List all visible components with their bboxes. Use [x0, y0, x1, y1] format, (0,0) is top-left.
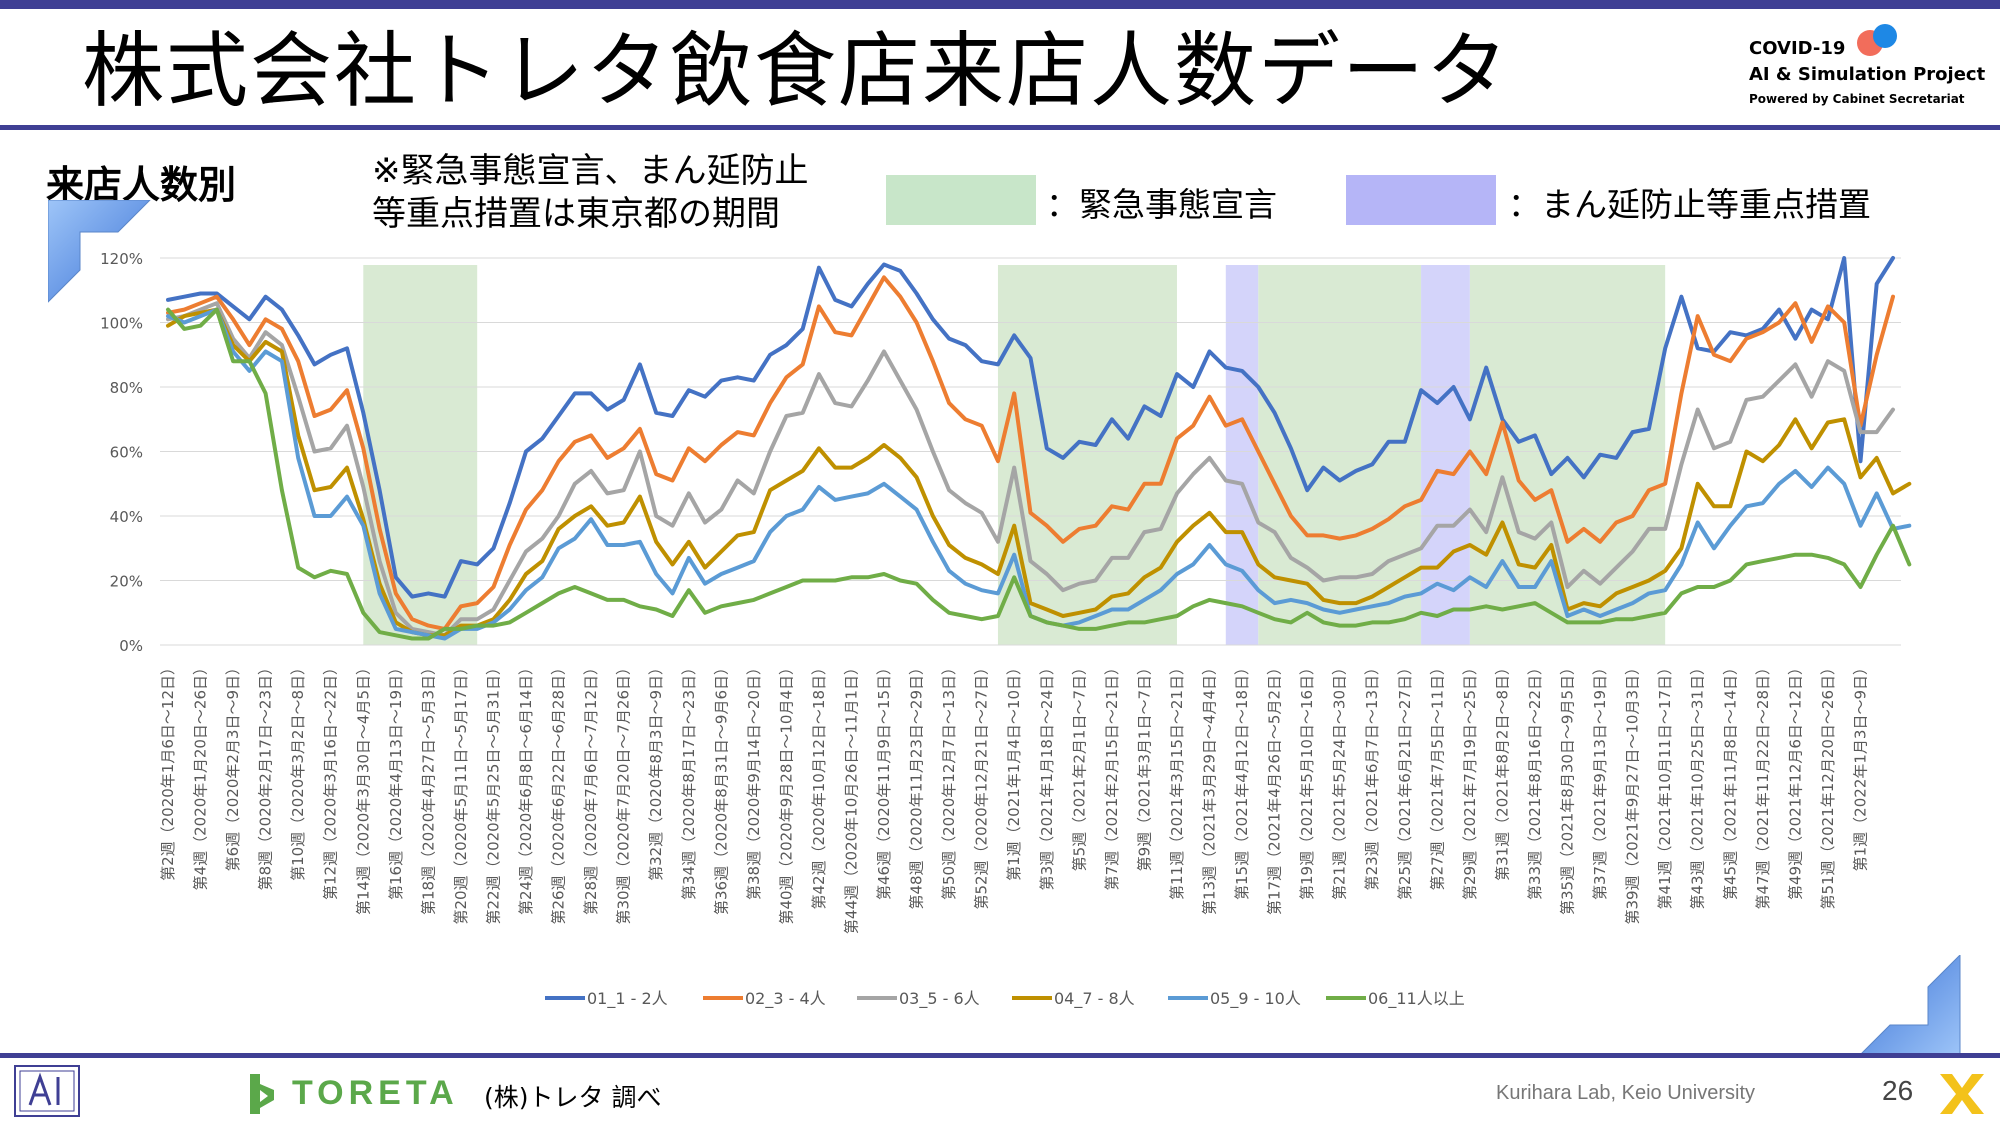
x-tick-label: 第27週（2021年7月5日～11日）	[1428, 660, 1446, 890]
visitor-count-line-chart: 0% 20% 40% 60% 80% 100% 120% 第2週（2020年1月6日～12日）…	[100, 250, 1912, 1009]
x-tick-label: 第8週（2020年2月17日～23日）	[257, 660, 275, 890]
y-tick-label: 100%	[100, 315, 143, 333]
semi-emergency-legend-swatch	[1346, 175, 1496, 225]
page-number: 26	[1882, 1075, 1914, 1106]
ai-lab-logo-icon	[14, 1065, 80, 1117]
legend-entry-label: 06_11人以上	[1368, 989, 1465, 1009]
x-tick-label: 第9週（2021年3月1日～7日）	[1135, 660, 1153, 871]
legend-entry-label: 01_1 - 2人	[587, 989, 668, 1009]
legend-entry-label: 05_9 - 10人	[1210, 989, 1301, 1009]
x-tick-label: 第28週（2020年7月6日～7月12日）	[582, 660, 600, 915]
x-tick-label: 第44週（2020年10月26日～11月1日）	[842, 660, 860, 934]
x-tick-label: 第47週（2021年11月22日～28日）	[1754, 660, 1772, 910]
x-tick-label: 第50週（2020年12月7日～13日）	[940, 660, 958, 900]
series-line	[166, 301, 1895, 638]
x-tick-label: 第4週（2020年1月20日～26日）	[192, 660, 210, 890]
footer-line	[0, 1053, 2000, 1058]
x-tick-label: 第1週（2022年1月3日～9日）	[1851, 660, 1869, 871]
lab-credit: Kurihara Lab, Keio University	[1496, 1082, 1756, 1104]
corner-decoration-icon	[1858, 955, 1961, 1058]
series-line	[166, 307, 1912, 641]
y-tick-label: 20%	[110, 573, 143, 591]
x-tick-label: 第26週（2020年6月22日～6月28日）	[550, 660, 568, 925]
x-tick-label: 第19週（2021年5月10日～16日）	[1298, 660, 1316, 900]
emergency-legend-swatch	[886, 175, 1036, 225]
x-tick-label: 第3週（2021年1月18日～24日）	[1038, 660, 1056, 890]
x-tick-label: 第41週（2021年10月11日～17日）	[1656, 660, 1674, 910]
note-line-1: ※緊急事態宣言、まん延防止	[372, 151, 809, 191]
series-line	[166, 275, 1895, 631]
x-tick-label: 第5週（2021年2月1日～7日）	[1070, 660, 1088, 871]
x-tick-label: 第39週（2021年9月27日～10月3日）	[1624, 660, 1642, 925]
x-tick-label: 第20週（2020年5月11日～5月17日）	[452, 660, 470, 925]
x-tick-label: 第12週（2020年3月16日～22日）	[322, 660, 340, 900]
series-line	[166, 256, 1895, 599]
x-tick-label: 第38週（2020年9月14日～20日）	[745, 660, 763, 900]
x-tick-label: 第51週（2021年12月20日～26日）	[1819, 660, 1837, 910]
x-tick-label: 第29週（2021年7月19日～25日）	[1461, 660, 1479, 900]
x-tick-label: 第10週（2020年3月2日～8日）	[289, 660, 307, 881]
x-tick-label: 第24週（2020年6月8日～6月14日）	[517, 660, 535, 915]
x-tick-label: 第33週（2021年8月16日～22日）	[1526, 660, 1544, 900]
note-text: ※緊急事態宣言、まん延防止 等重点措置は東京都の期間	[372, 150, 809, 236]
toreta-logo-icon	[250, 1074, 274, 1114]
x-tick-label: 第11週（2021年3月15日～21日）	[1168, 660, 1186, 900]
x-tick-label: 第15週（2021年4月12日～18日）	[1233, 660, 1251, 900]
x-tick-label: 第18週（2020年4月27日～5月3日）	[419, 660, 437, 915]
legend-entry-label: 03_5 - 6人	[899, 989, 980, 1009]
data-source: (株)トレタ 調べ	[484, 1083, 662, 1112]
x-tick-label: 第42週（2020年10月12日～18日）	[810, 660, 828, 910]
x-tick-label: 第49週（2021年12月6日～12日）	[1786, 660, 1804, 900]
x-tick-label: 第37週（2021年9月13日～19日）	[1591, 660, 1609, 900]
x-tick-label: 第1週（2021年1月4日～10日）	[1005, 660, 1023, 881]
x-tick-label: 第40週（2020年9月28日～10月4日）	[777, 660, 795, 925]
logo-line-2: AI & Simulation Project	[1749, 64, 1986, 85]
x-tick-label: 第34週（2020年8月17日～23日）	[680, 660, 698, 900]
title-underline	[0, 125, 2000, 130]
logo-line-3: Powered by Cabinet Secretariat	[1749, 92, 1965, 106]
top-accent-bar	[0, 0, 2000, 9]
y-tick-label: 120%	[100, 250, 143, 268]
x-tick-label: 第16週（2020年4月13日～19日）	[387, 660, 405, 900]
x-tick-label: 第36週（2020年8月31日～9月6日）	[712, 660, 730, 915]
x-tick-label: 第2週（2020年1月6日～12日）	[159, 660, 177, 881]
x-tick-label: 第31週（2021年8月2日～8日）	[1493, 660, 1511, 881]
x-tick-label: 第45週（2021年11月8日～14日）	[1721, 660, 1739, 900]
x-logo-icon	[1940, 1074, 1984, 1114]
x-tick-label: 第13週（2021年3月29日～4月4日）	[1201, 660, 1219, 915]
note-line-2: 等重点措置は東京都の期間	[372, 194, 780, 234]
x-tick-label: 第46週（2020年11月9日～15日）	[875, 660, 893, 900]
x-tick-label: 第14週（2020年3月30日～4月5日）	[354, 660, 372, 915]
emergency-period-band	[363, 265, 478, 645]
y-tick-label: 60%	[110, 444, 143, 462]
x-tick-label: 第17週（2021年4月26日～5月2日）	[1266, 660, 1284, 915]
x-tick-label: 第22週（2020年5月25日～5月31日）	[484, 660, 502, 925]
x-tick-label: 第23週（2021年6月7日～13日）	[1363, 660, 1381, 890]
covid-project-logo: COVID-19 AI & Simulation Project Powered…	[1745, 22, 1985, 117]
legend-entry-label: 02_3 - 4人	[745, 989, 826, 1009]
y-tick-label: 40%	[110, 508, 143, 526]
x-tick-label: 第43週（2021年10月25日～31日）	[1689, 660, 1707, 910]
emergency-legend-label: ：緊急事態宣言	[1046, 185, 1277, 224]
x-tick-label: 第30週（2020年7月20日～7月26日）	[615, 660, 633, 925]
legend-entry-label: 04_7 - 8人	[1054, 989, 1135, 1009]
x-tick-label: 第32週（2020年8月3日～9日）	[647, 660, 665, 881]
toreta-brand: TORETA	[292, 1074, 459, 1112]
semi-emergency-legend-label: ：まん延防止等重点措置	[1508, 185, 1871, 224]
y-tick-label: 0%	[119, 637, 143, 655]
logo-line-1: COVID-19	[1749, 38, 1846, 59]
x-tick-label: 第25週（2021年6月21日～27日）	[1396, 660, 1414, 900]
x-tick-label: 第48週（2020年11月23日～29日）	[908, 660, 926, 910]
x-tick-label: 第21週（2021年5月24日～30日）	[1331, 660, 1349, 900]
logo-dot-icon	[1873, 24, 1897, 48]
x-tick-label: 第6週（2020年2月3日～9日）	[224, 660, 242, 871]
y-tick-label: 80%	[110, 379, 143, 397]
corner-decoration-icon	[48, 200, 151, 303]
x-tick-label: 第52週（2020年12月21日～27日）	[973, 660, 991, 910]
x-tick-label: 第35週（2021年8月30日～9月5日）	[1559, 660, 1577, 915]
x-tick-label: 第7週（2021年2月15日～21日）	[1103, 660, 1121, 890]
page-title: 株式会社トレタ飲食店来店人数データ	[82, 24, 1511, 119]
